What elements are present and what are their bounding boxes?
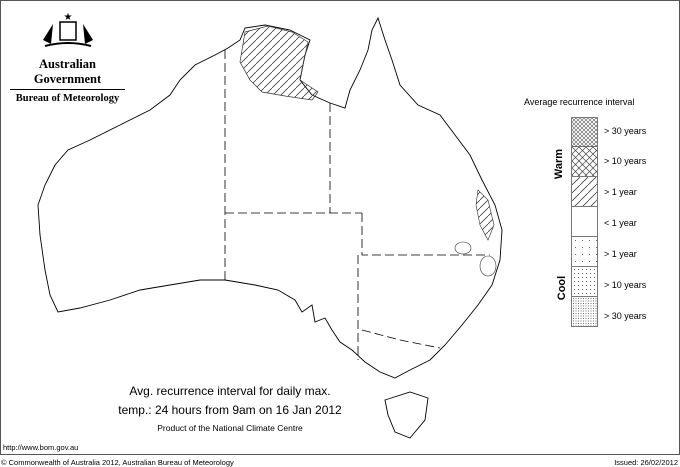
legend-label: < 1 year: [604, 218, 637, 228]
anomaly-region-qld-inland: [454, 241, 472, 255]
mainland-coastline: [37, 16, 503, 379]
swatch-normal: [571, 207, 598, 237]
svg-text:★: ★: [63, 12, 72, 23]
legend-label: > 1 year: [604, 187, 637, 197]
caption-line-1: Avg. recurrence interval for daily max.: [129, 384, 331, 398]
swatch-warm-30: [571, 117, 598, 147]
legend-label: > 30 years: [604, 311, 647, 321]
legend-title: Average recurrence interval: [524, 97, 635, 107]
warm-anomaly-region-qld: [475, 189, 495, 241]
org-name: Australian Government: [33, 57, 102, 86]
legend-label: > 1 year: [604, 249, 637, 259]
legend-warm-label: Warm: [553, 148, 566, 180]
government-logo: ★ Australian Government Bureau of Meteor…: [10, 10, 125, 104]
legend-cool-label: Cool: [556, 275, 569, 301]
tasmania-coastline: [384, 391, 429, 439]
anomaly-region-nsw: [479, 255, 497, 277]
swatch-cool-10: [571, 267, 598, 297]
legend-label: > 10 years: [604, 156, 647, 166]
copyright: © Commonwealth of Australia 2012, Austra…: [1, 458, 234, 467]
caption-line-2: temp.: 24 hours from 9am on 16 Jan 2012: [118, 403, 342, 417]
caption-line-3: Product of the National Climate Centre: [157, 423, 303, 433]
legend-swatches: [571, 117, 598, 327]
warm-anomaly-region-nt: [239, 25, 319, 101]
state-borders: [224, 50, 490, 360]
swatch-cool-30: [571, 297, 598, 327]
swatch-warm-10: [571, 147, 598, 177]
website-link[interactable]: http://www.bom.gov.au: [3, 443, 79, 452]
swatch-warm-1: [571, 177, 598, 207]
coat-of-arms-icon: ★: [42, 12, 93, 47]
issued-date: Issued: 26/02/2012: [614, 458, 678, 467]
agency-name: Bureau of Meteorology: [10, 89, 125, 104]
legend-label: > 10 years: [604, 280, 647, 290]
swatch-cool-1: [571, 237, 598, 267]
legend-label: > 30 years: [604, 126, 647, 136]
